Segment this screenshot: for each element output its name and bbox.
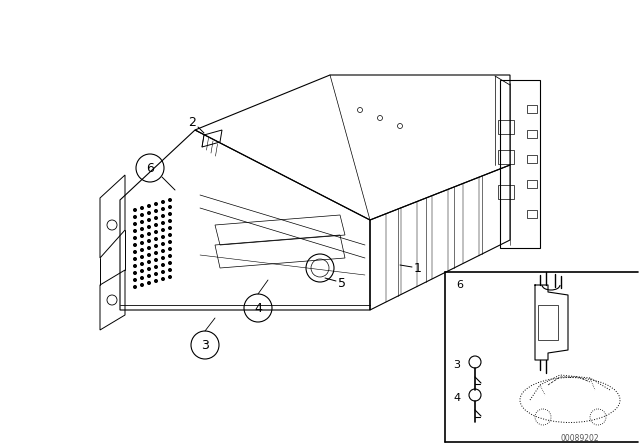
Circle shape [148,247,150,249]
Bar [527,210,537,218]
Circle shape [155,202,157,205]
Circle shape [141,214,143,216]
Circle shape [141,263,143,265]
Circle shape [141,284,143,286]
Circle shape [162,250,164,252]
Circle shape [162,278,164,280]
Circle shape [134,265,136,267]
Circle shape [155,238,157,240]
Text: 00089202: 00089202 [561,434,599,443]
Text: 3: 3 [201,339,209,352]
Circle shape [169,220,172,222]
Circle shape [148,240,150,242]
Circle shape [134,244,136,246]
Circle shape [148,268,150,270]
Circle shape [169,269,172,271]
Circle shape [141,256,143,258]
Circle shape [148,219,150,221]
Circle shape [148,205,150,207]
Circle shape [155,280,157,282]
Circle shape [169,234,172,236]
Circle shape [169,248,172,250]
Circle shape [169,227,172,229]
Circle shape [134,215,136,218]
Circle shape [162,222,164,224]
Circle shape [155,217,157,220]
Circle shape [134,223,136,225]
Circle shape [169,206,172,208]
Circle shape [169,213,172,215]
Bar [527,180,537,188]
Circle shape [134,286,136,289]
Bar [498,150,514,164]
Circle shape [141,221,143,223]
Circle shape [162,228,164,231]
Bar [527,105,537,113]
Circle shape [162,264,164,266]
Circle shape [148,226,150,228]
Circle shape [148,261,150,263]
Circle shape [169,199,172,201]
Circle shape [169,255,172,257]
Circle shape [141,270,143,272]
Circle shape [155,231,157,233]
Circle shape [141,249,143,251]
Circle shape [162,236,164,238]
Text: 1: 1 [414,262,422,275]
Circle shape [134,279,136,281]
Circle shape [141,228,143,230]
Text: 6: 6 [456,280,463,290]
Circle shape [134,258,136,260]
Circle shape [162,208,164,210]
Text: 6: 6 [146,161,154,175]
Circle shape [148,275,150,277]
Circle shape [148,212,150,214]
Circle shape [162,201,164,203]
Bar [527,130,537,138]
Circle shape [162,243,164,246]
Text: 4: 4 [254,302,262,314]
Circle shape [155,273,157,276]
Circle shape [141,235,143,237]
Circle shape [134,251,136,253]
Bar [498,120,514,134]
Text: 3: 3 [453,360,460,370]
Circle shape [134,209,136,211]
Circle shape [141,277,143,279]
Circle shape [155,252,157,254]
Circle shape [169,241,172,243]
Text: 5: 5 [338,276,346,289]
Circle shape [155,224,157,226]
Circle shape [134,230,136,233]
Bar [527,155,537,163]
Circle shape [155,245,157,247]
Circle shape [162,271,164,273]
Circle shape [155,266,157,268]
Circle shape [169,262,172,264]
Text: 4: 4 [453,393,460,403]
Circle shape [162,257,164,259]
Circle shape [148,254,150,256]
Circle shape [155,210,157,212]
Circle shape [169,276,172,278]
Circle shape [141,242,143,244]
Circle shape [134,271,136,274]
Circle shape [148,233,150,235]
Circle shape [134,237,136,239]
Bar [538,305,558,340]
Circle shape [141,207,143,209]
Circle shape [155,258,157,261]
Circle shape [162,215,164,217]
Bar [498,185,514,199]
Circle shape [148,282,150,284]
Text: 2: 2 [188,116,196,129]
